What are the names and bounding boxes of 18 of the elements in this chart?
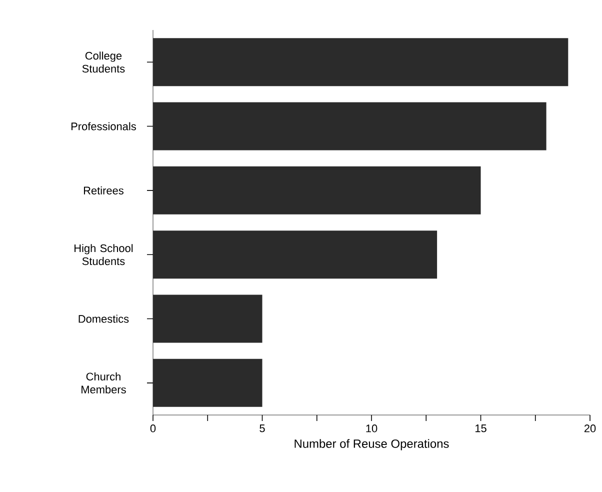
y-tick-label: Church Members [82,372,126,394]
bar [153,102,546,150]
x-tick-label: 15 [475,424,486,432]
x-tick-label: 5 [260,424,265,432]
y-tick-label: Retirees [84,186,124,194]
bar [153,38,568,86]
y-tick-label: Professionals [71,122,136,130]
y-tick-label: College Students [82,52,125,73]
x-tick-label: 0 [150,424,156,432]
bar [153,358,262,407]
y-tick-label: Domestics [78,314,129,323]
bar [153,294,262,343]
bar [153,166,481,214]
x-tick-label: 20 [584,424,596,432]
y-tick-label: High School Students [74,244,133,266]
bar [153,230,438,279]
x-axis-title: Number of Reuse Operations [294,439,449,450]
x-tick-label: 10 [366,424,378,432]
